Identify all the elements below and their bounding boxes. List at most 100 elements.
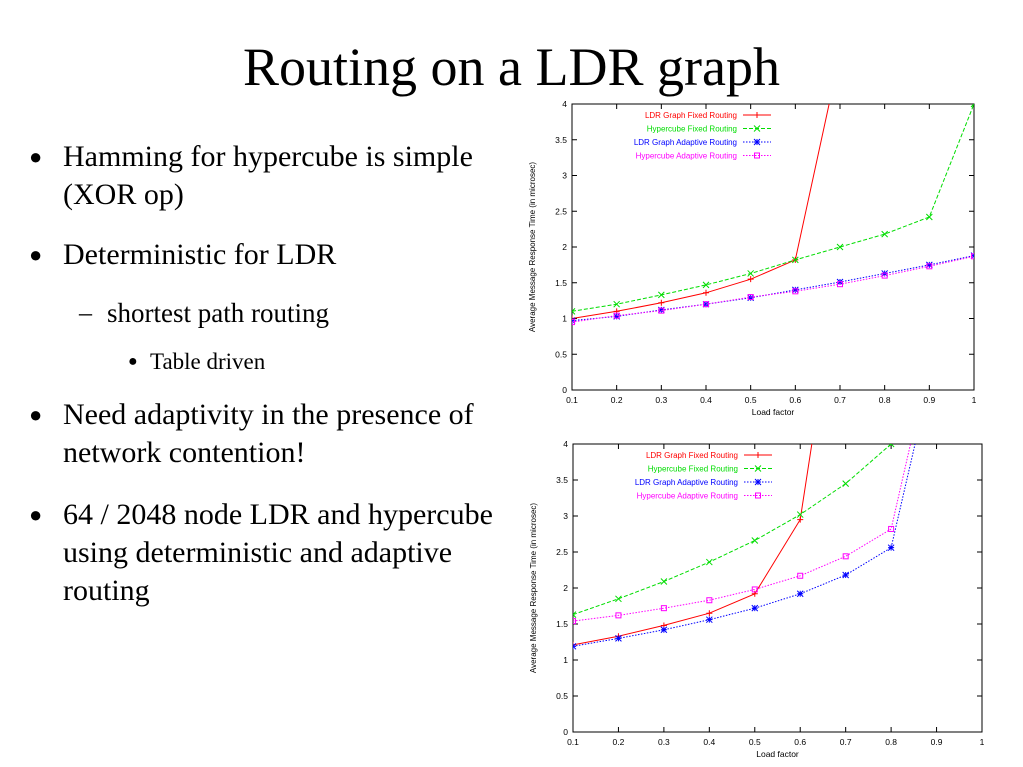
- data-point: [706, 610, 713, 617]
- x-tick-label: 0.9: [931, 737, 943, 747]
- x-tick-label: 0.4: [703, 737, 715, 747]
- data-point: [613, 313, 621, 320]
- x-tick-label: 0.8: [885, 737, 897, 747]
- data-point: [747, 294, 754, 301]
- plot-frame: [571, 103, 975, 391]
- data-point: [660, 605, 667, 612]
- data-point: [573, 618, 576, 625]
- series-line: [572, 104, 974, 312]
- y-tick-label: 0: [563, 727, 568, 737]
- y-tick-label: 3: [563, 511, 568, 521]
- series-3: [573, 444, 916, 650]
- x-tick-label: 1: [980, 737, 985, 747]
- y-tick-label: 3.5: [555, 135, 567, 145]
- y-tick-label: 4: [562, 99, 567, 109]
- x-tick-label: 0.2: [611, 395, 623, 405]
- data-point: [657, 306, 665, 314]
- x-tick-label: 0.1: [567, 737, 579, 747]
- y-tick-label: 0.5: [556, 691, 568, 701]
- data-point: [797, 516, 804, 523]
- x-tick-label: 0.5: [745, 395, 757, 405]
- data-point: [615, 612, 622, 619]
- y-tick-label: 1: [562, 314, 567, 324]
- x-tick-label: 0.1: [566, 395, 578, 405]
- legend-swatch-marker: [754, 152, 760, 159]
- series-3: [572, 252, 974, 324]
- bullet-item: ● Need adaptivity in the presence of net…: [29, 396, 528, 472]
- legend-label: LDR Graph Fixed Routing: [645, 111, 737, 120]
- data-point: [660, 626, 668, 634]
- dash-marker: –: [79, 298, 92, 327]
- data-point: [706, 597, 713, 604]
- legend-swatch-marker: [754, 478, 762, 486]
- data-point: [796, 590, 804, 598]
- x-tick-label: 0.5: [749, 737, 761, 747]
- data-point: [842, 480, 850, 487]
- data-point: [925, 213, 933, 221]
- bullet-marker: ●: [29, 144, 43, 169]
- data-point: [657, 291, 665, 299]
- y-tick-label: 1: [563, 655, 568, 665]
- data-point: [615, 595, 622, 603]
- series-2: [573, 444, 895, 618]
- bullet-list: ● Hamming for hypercube is simple (XOR o…: [29, 140, 528, 607]
- legend-swatch-marker: [753, 125, 761, 132]
- data-point: [926, 263, 933, 270]
- data-point: [881, 230, 889, 238]
- bullet-text: Deterministic for LDR: [63, 238, 337, 271]
- sub-sub-bullet-item: ● Table driven: [128, 347, 266, 377]
- data-point: [842, 571, 850, 579]
- data-point: [836, 243, 844, 251]
- y-axis-label: Average Message Response Time (in micros…: [529, 503, 538, 673]
- data-point: [970, 104, 974, 108]
- bullet-marker-small: ●: [128, 353, 138, 370]
- data-point: [887, 444, 895, 448]
- x-tick-label: 0.4: [700, 395, 712, 405]
- y-tick-label: 0: [562, 385, 567, 395]
- data-point: [971, 253, 974, 260]
- x-tick-label: 0.3: [655, 395, 667, 405]
- bullet-marker: ●: [29, 402, 43, 427]
- x-tick-label: 0.6: [794, 737, 806, 747]
- data-point: [705, 616, 713, 624]
- data-point: [797, 572, 804, 579]
- series-4: [573, 444, 912, 625]
- data-point: [751, 604, 759, 612]
- y-tick-label: 3: [562, 171, 567, 181]
- y-axis-label: Average Message Response Time (in micros…: [528, 162, 537, 332]
- data-point: [658, 307, 665, 314]
- data-point: [572, 307, 576, 315]
- y-tick-label: 1.5: [556, 619, 568, 629]
- series-line: [572, 255, 974, 323]
- bullet-text: Need adaptivity in the presence of netwo…: [63, 398, 474, 469]
- legend-label: Hypercube Fixed Routing: [647, 125, 737, 134]
- legend-label: LDR Graph Adaptive Routing: [635, 478, 738, 487]
- data-point: [888, 525, 895, 532]
- data-point: [660, 578, 668, 585]
- y-tick-label: 3.5: [556, 475, 568, 485]
- data-point: [703, 301, 709, 308]
- legend-swatch-marker: [754, 112, 760, 118]
- series-line: [573, 444, 912, 622]
- legend-label: LDR Graph Fixed Routing: [646, 451, 738, 460]
- data-point: [792, 288, 799, 295]
- x-tick-label: 0.6: [789, 395, 801, 405]
- y-tick-label: 2.5: [555, 206, 567, 216]
- data-point: [705, 558, 713, 566]
- data-point: [791, 256, 799, 264]
- data-point: [751, 586, 758, 593]
- x-tick-label: 0.7: [834, 395, 846, 405]
- legend-swatch-marker: [753, 138, 761, 146]
- data-point: [615, 635, 622, 642]
- legend-swatch-marker: [754, 465, 762, 472]
- legend-label: Hypercube Adaptive Routing: [636, 152, 737, 161]
- bullet-text: Hamming for hypercube is simple (XOR op): [63, 140, 473, 211]
- legend-swatch-marker: [755, 492, 761, 499]
- sub-sub-bullet-text: Table driven: [150, 349, 266, 374]
- y-tick-label: 2.5: [556, 547, 568, 557]
- data-point: [572, 319, 575, 326]
- slide-title: Routing on a LDR graph: [243, 37, 780, 97]
- data-point: [747, 276, 754, 283]
- data-point: [842, 553, 849, 560]
- series-4: [572, 253, 974, 326]
